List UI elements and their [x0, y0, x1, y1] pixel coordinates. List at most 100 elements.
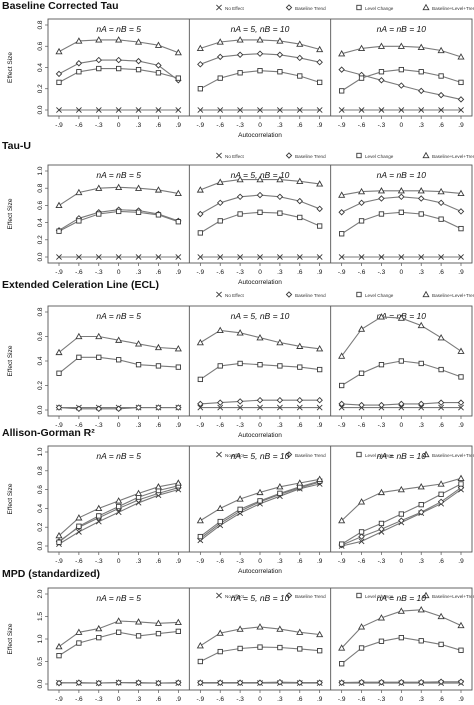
- data-point-x: [458, 404, 464, 411]
- x-tick-label: 0: [400, 269, 404, 276]
- data-point-square: [76, 640, 82, 646]
- series-triangle: [55, 36, 182, 56]
- data-point-diamond: [296, 54, 304, 62]
- data-point-square: [297, 646, 303, 652]
- data-point-triangle: [417, 606, 425, 613]
- y-tick-label: 0.5: [37, 657, 44, 666]
- x-tick-label: -.9: [338, 122, 346, 129]
- data-point-square: [155, 70, 162, 76]
- legend-label: No Effect: [225, 453, 245, 458]
- series-x: [56, 254, 182, 260]
- data-point-diamond: [95, 405, 103, 413]
- data-point-triangle: [256, 334, 264, 341]
- data-point-square: [277, 644, 283, 651]
- x-tick-label: 0: [258, 269, 262, 276]
- data-point-x: [458, 254, 464, 260]
- data-point-diamond: [437, 399, 445, 406]
- legend-label: Baseline Trend: [295, 6, 326, 11]
- data-point-diamond: [256, 191, 264, 199]
- data-point-square: [418, 69, 424, 75]
- data-point-x: [378, 107, 385, 113]
- data-point-triangle: [457, 53, 465, 60]
- data-point-diamond: [417, 87, 425, 95]
- legend-marker: [356, 152, 362, 159]
- x-tick-label: 0: [117, 122, 121, 129]
- data-point-triangle: [256, 175, 264, 183]
- data-point-diamond: [417, 195, 425, 202]
- data-point-x: [75, 528, 82, 535]
- legend-label: Baseline Trend: [295, 293, 326, 298]
- data-point-triangle: [338, 644, 346, 651]
- x-tick-label: .9: [458, 696, 464, 703]
- data-point-diamond: [276, 51, 284, 58]
- data-point-square: [297, 214, 303, 221]
- x-tick-label: 0: [117, 696, 121, 703]
- data-point-diamond: [296, 197, 304, 205]
- data-point-square: [277, 210, 283, 216]
- data-point-diamond: [457, 678, 465, 685]
- data-point-square: [378, 211, 385, 217]
- data-point-square: [358, 370, 365, 376]
- series-x: [56, 107, 182, 113]
- panel-3: nA = nB = 10 -.9 -.6 -.3 0 .3 .6 .9: [338, 170, 465, 276]
- x-tick-label: -.9: [197, 122, 205, 129]
- data-point-square: [317, 79, 323, 86]
- panel-1: nA = nB = 5 -.9 -.6 -.3 0 .3 .6 .9: [55, 170, 182, 276]
- data-point-square: [257, 68, 263, 74]
- data-point-triangle: [397, 314, 405, 321]
- data-point-diamond: [316, 396, 323, 404]
- legend-label: Baseline Trend: [295, 453, 326, 458]
- y-tick-label: 0.4: [37, 356, 44, 365]
- series-square: [339, 209, 464, 237]
- legend-marker: [422, 591, 430, 599]
- data-point-square: [116, 357, 122, 363]
- data-point-triangle: [397, 42, 405, 49]
- data-point-square: [96, 513, 102, 519]
- data-point-square: [217, 218, 223, 224]
- y-tick-label: 1.0: [37, 447, 44, 456]
- series-triangle: [196, 623, 324, 649]
- x-tick-label: 0: [258, 558, 262, 565]
- x-tick-label: -.3: [236, 422, 244, 429]
- data-point-square: [418, 638, 424, 644]
- y-tick-label: 0.8: [37, 307, 44, 316]
- data-point-triangle: [174, 479, 182, 486]
- data-point-triangle: [75, 332, 83, 340]
- series-diamond: [338, 399, 465, 409]
- x-tick-label: -.9: [338, 696, 346, 703]
- panel-subtitle: nA = 5, nB = 10: [231, 451, 290, 461]
- data-point-x: [217, 107, 224, 113]
- y-tick-label: 0.0: [37, 405, 44, 414]
- data-point-triangle: [256, 36, 264, 43]
- x-tick-label: -.9: [197, 558, 205, 565]
- legend-marker: [285, 152, 293, 159]
- x-tick-label: -.6: [358, 122, 366, 129]
- data-point-x: [237, 107, 244, 113]
- data-point-triangle: [338, 352, 346, 359]
- x-tick-label: -.6: [75, 696, 83, 703]
- data-point-diamond: [358, 199, 365, 207]
- x-tick-label: -.6: [358, 422, 366, 429]
- x-axis-label: Autocorrelation: [238, 432, 282, 439]
- data-point-diamond: [338, 66, 345, 73]
- data-point-diamond: [95, 679, 103, 687]
- data-point-square: [96, 211, 102, 217]
- panel-3: nA = nB = 10 -.9 -.6 -.3 0 .3 .6 .9: [338, 24, 465, 129]
- data-point-triangle: [75, 628, 83, 635]
- y-tick-label: 0.2: [37, 235, 44, 244]
- data-point-triangle: [216, 326, 224, 334]
- legend-label: Baseline+Level+Trend: [432, 154, 474, 159]
- x-tick-label: .9: [176, 269, 182, 276]
- data-point-triangle: [196, 338, 204, 346]
- x-tick-label: 0: [258, 696, 262, 703]
- data-point-square: [339, 88, 345, 94]
- data-point-square: [297, 73, 303, 79]
- data-point-triangle: [115, 183, 123, 190]
- data-point-triangle: [357, 325, 366, 332]
- x-tick-label: .6: [156, 122, 162, 129]
- x-tick-label: .3: [136, 269, 142, 276]
- chart-section-5: MPD (standardized) No Effect Baseline Tren…: [2, 568, 474, 703]
- data-point-x: [438, 254, 445, 260]
- panel-subtitle: nA = nB = 5: [96, 311, 141, 321]
